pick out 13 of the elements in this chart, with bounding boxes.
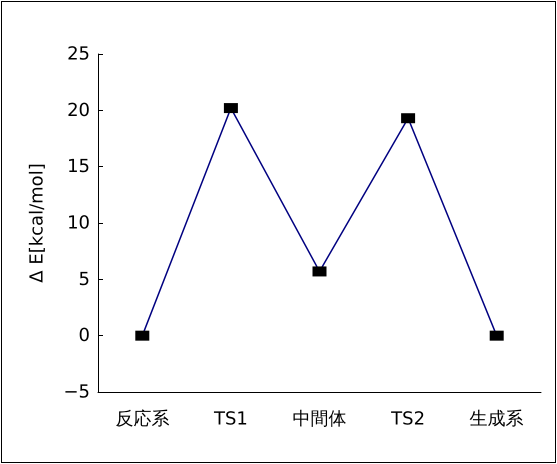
x-tick-label: 反応系 bbox=[115, 408, 170, 430]
y-tick-label: 20 bbox=[67, 100, 90, 121]
x-tick-label: 中間体 bbox=[292, 408, 346, 430]
x-tick-label: 生成系 bbox=[470, 408, 524, 430]
x-tick-label: TS2 bbox=[390, 408, 426, 430]
y-tick-label: −5 bbox=[63, 382, 90, 402]
y-tick-label: 5 bbox=[78, 268, 90, 290]
y-axis-title: Δ E[kcal/mol] bbox=[26, 163, 48, 283]
x-tick-label: TS1 bbox=[212, 408, 248, 430]
y-tick-label: 0 bbox=[78, 325, 90, 346]
y-tick-label: 25 bbox=[67, 44, 90, 64]
y-tick-label: 15 bbox=[67, 156, 90, 178]
y-tick-label: 10 bbox=[67, 212, 90, 234]
